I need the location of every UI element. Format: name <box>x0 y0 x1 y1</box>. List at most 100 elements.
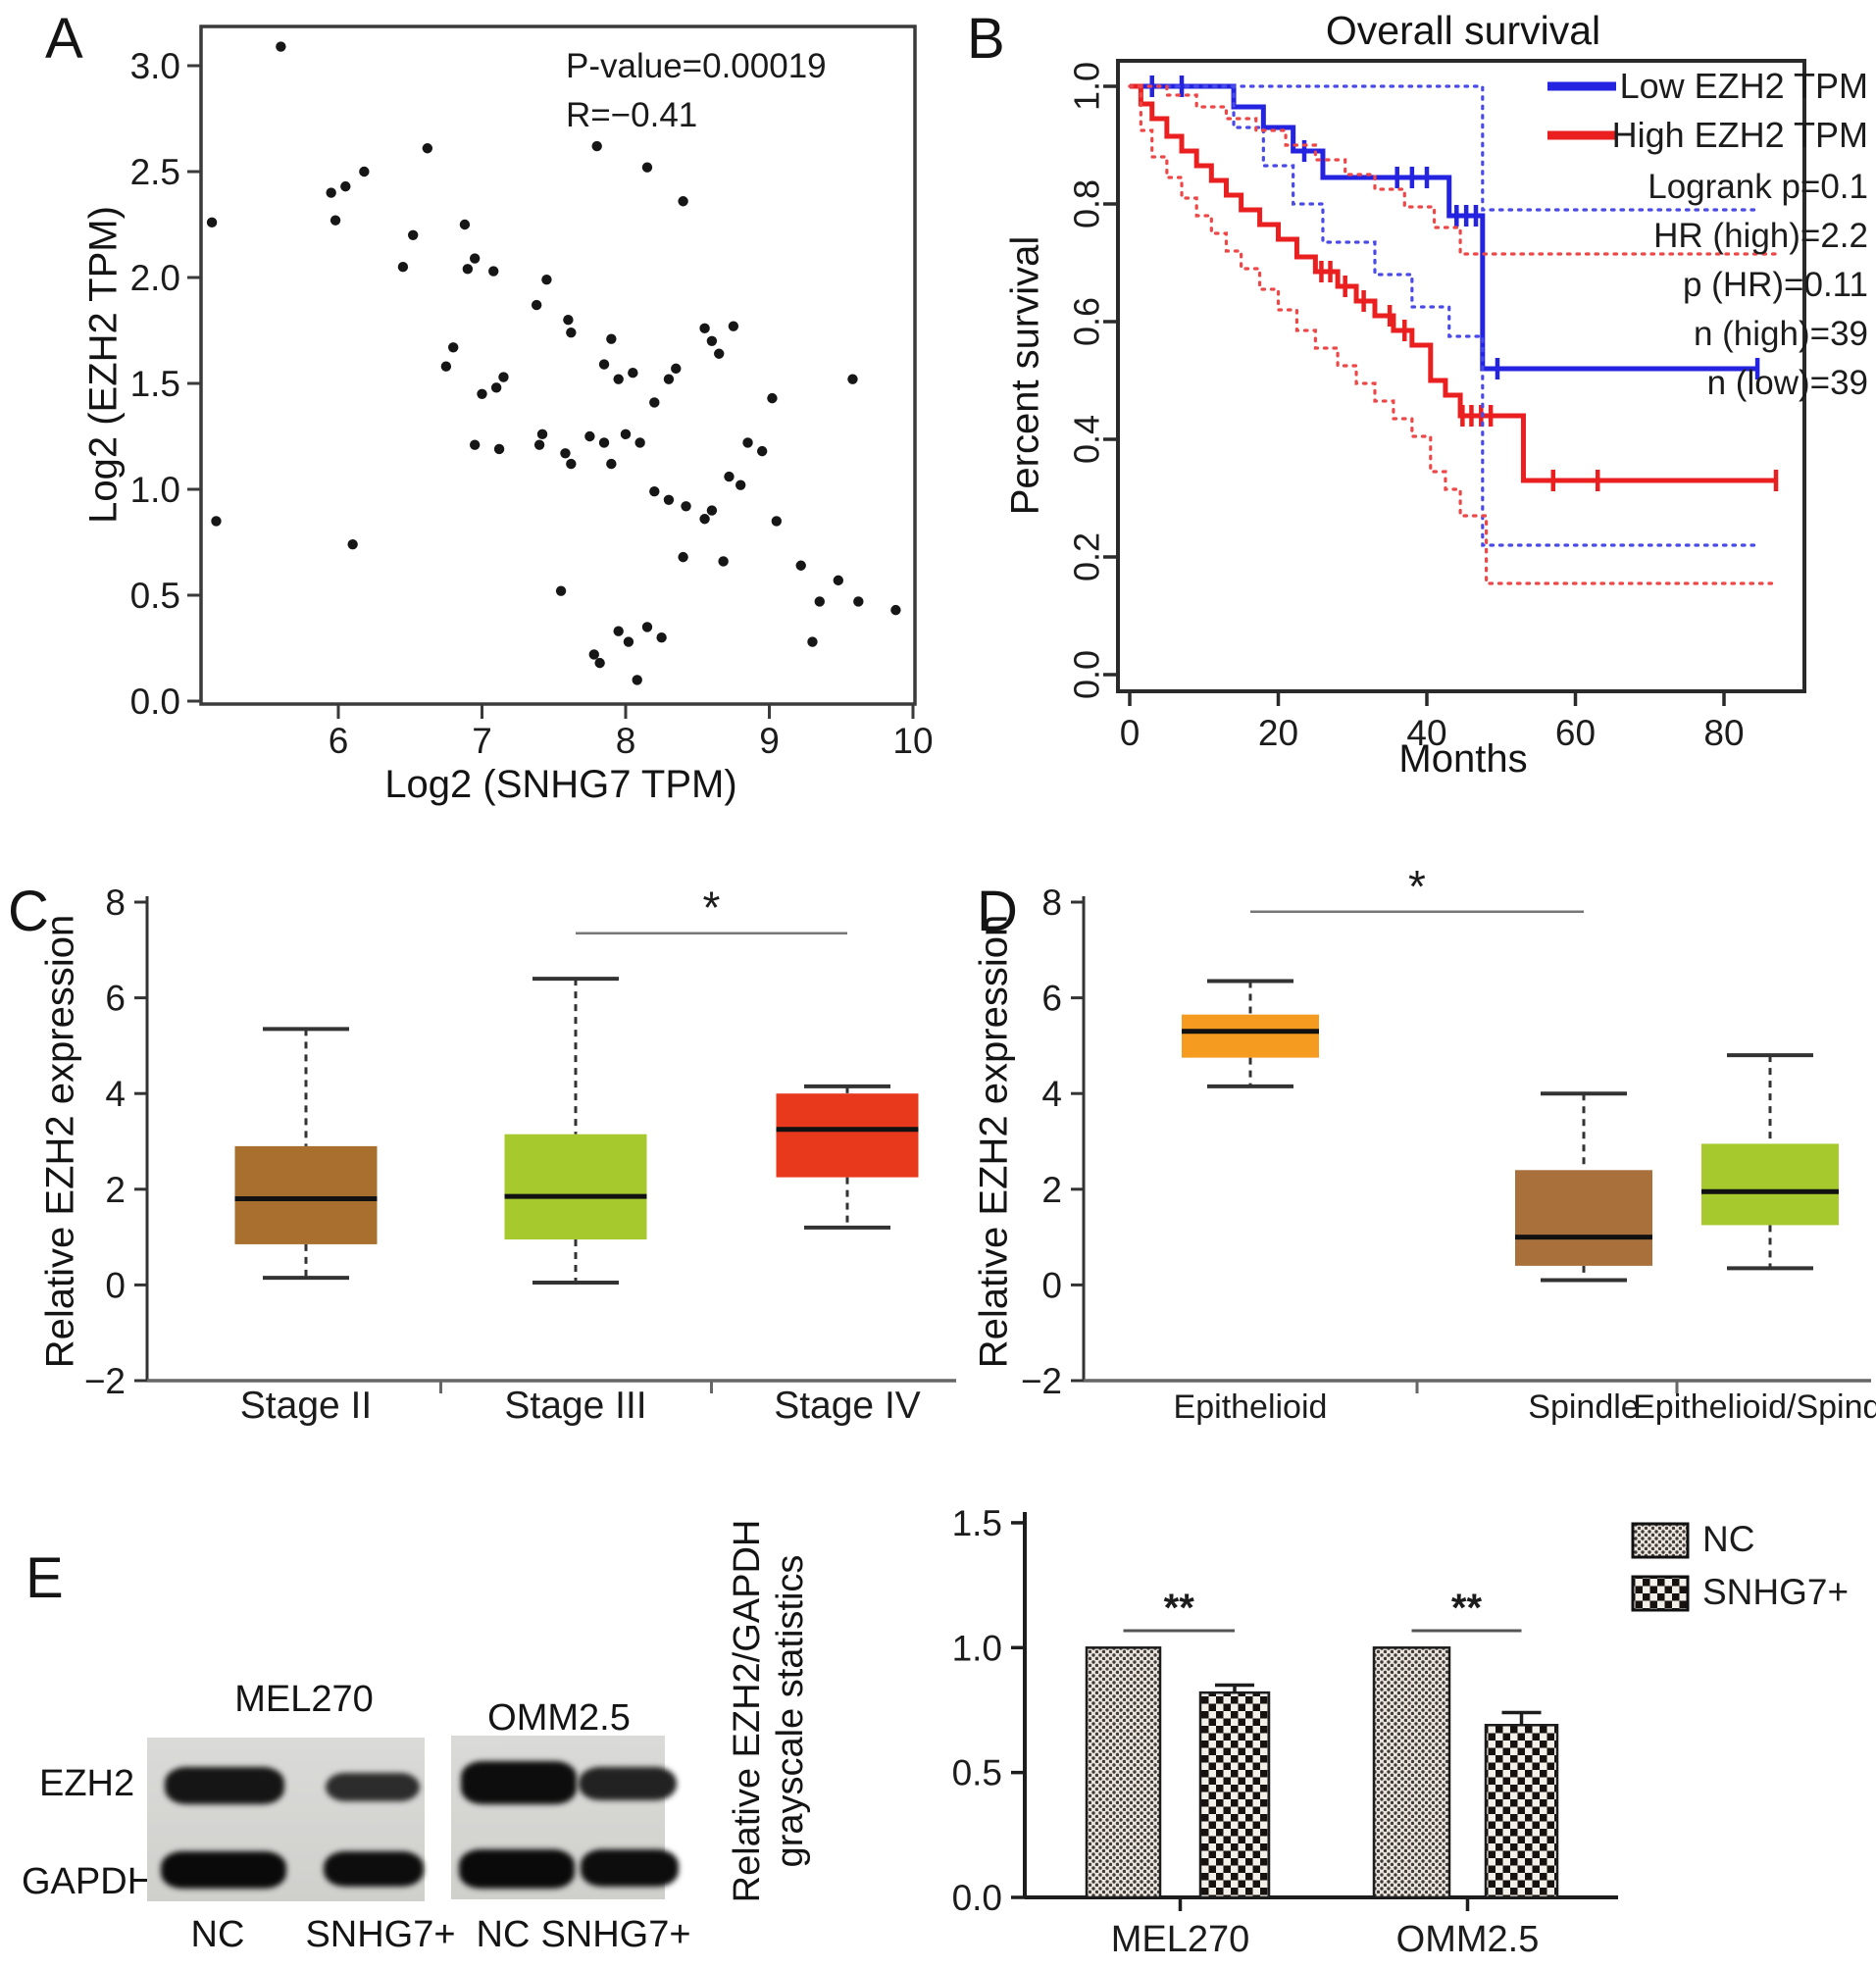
blot-lane-snhg7-1: SNHG7+ <box>305 1914 456 1955</box>
svg-text:*: * <box>1408 861 1426 912</box>
svg-text:0.2: 0.2 <box>1067 532 1107 581</box>
panel-c-label: C <box>8 880 49 943</box>
grayscale-bar-chart: 0.0 0.5 1.0 1.5 MEL270 OMM2.5 ** ** NC SNHG7+ <box>952 1503 1850 1960</box>
svg-text:8: 8 <box>1041 883 1062 923</box>
svg-text:Spindle: Spindle <box>1528 1388 1639 1426</box>
svg-text:Logrank p=0.1: Logrank p=0.1 <box>1648 168 1868 206</box>
svg-text:1.5: 1.5 <box>952 1503 1002 1543</box>
blot-lane-nc-2: NC <box>476 1914 531 1955</box>
svg-text:20: 20 <box>1258 713 1298 753</box>
survival-y-axis-title: Percent survival <box>1003 235 1047 516</box>
svg-text:8: 8 <box>616 721 636 761</box>
svg-text:OMM2.5: OMM2.5 <box>1396 1919 1540 1960</box>
svg-text:1.0: 1.0 <box>952 1628 1002 1668</box>
svg-text:1.0: 1.0 <box>1067 62 1107 111</box>
svg-text:0.0: 0.0 <box>952 1878 1002 1918</box>
svg-text:0.0: 0.0 <box>1067 650 1107 699</box>
svg-text:80: 80 <box>1703 713 1744 753</box>
svg-text:0.4: 0.4 <box>1067 415 1107 464</box>
boxplot-d-y-axis-title: Relative EZH2 expression <box>972 914 1016 1369</box>
svg-text:0: 0 <box>105 1265 126 1305</box>
svg-text:10: 10 <box>892 721 933 761</box>
svg-text:3.0: 3.0 <box>130 46 180 86</box>
blot-row-ezh2: EZH2 <box>39 1763 135 1804</box>
western-blot-mel270 <box>147 1738 425 1901</box>
scatter-x-axis-title: Log2 (SNHG7 TPM) <box>384 763 737 806</box>
panel-a-label: A <box>45 7 83 71</box>
bar-y-axis-title-line2: grayscale statistics <box>770 1554 811 1868</box>
svg-text:Epithelioid: Epithelioid <box>1174 1388 1328 1426</box>
scatter-r-annotation: R=−0.41 <box>566 96 698 134</box>
survival-title: Overall survival <box>1325 8 1601 53</box>
wb-band-gapdh-nc <box>459 1849 575 1889</box>
svg-text:**: ** <box>1164 1587 1195 1630</box>
svg-text:**: ** <box>1451 1587 1483 1630</box>
svg-text:2.0: 2.0 <box>130 258 180 298</box>
svg-text:2.5: 2.5 <box>130 152 180 192</box>
scatter-plot-snhg7-ezh2: 6 7 8 9 10 0.0 0.5 1.0 1.5 2.0 2.5 3.0 <box>130 25 934 761</box>
western-blot-omm25 <box>451 1736 679 1899</box>
svg-text:4: 4 <box>105 1074 126 1114</box>
blot-lane-snhg7-2: SNHG7+ <box>540 1914 691 1955</box>
svg-text:n (high)=39: n (high)=39 <box>1694 315 1868 353</box>
svg-text:Stage III: Stage III <box>504 1385 646 1427</box>
svg-text:Low EZH2 TPM: Low EZH2 TPM <box>1620 66 1868 106</box>
svg-text:NC: NC <box>1702 1519 1754 1559</box>
scatter-y-axis-title: Log2 (EZH2 TPM) <box>81 206 126 524</box>
bar-y-axis-title-line1: Relative EZH2/GAPDH <box>727 1519 768 1903</box>
svg-text:HR (high)=2.2: HR (high)=2.2 <box>1653 217 1868 255</box>
scatter-pvalue-annotation: P-value=0.00019 <box>566 47 827 85</box>
blot-cellline-omm25: OMM2.5 <box>487 1697 631 1739</box>
wb-band-ezh2-nc <box>461 1761 577 1804</box>
svg-text:MEL270: MEL270 <box>1111 1919 1250 1960</box>
svg-text:40: 40 <box>1406 713 1446 753</box>
svg-text:9: 9 <box>759 721 780 761</box>
svg-text:0: 0 <box>1120 713 1141 753</box>
svg-text:Stage IV: Stage IV <box>774 1385 921 1427</box>
svg-text:6: 6 <box>329 721 349 761</box>
svg-text:2: 2 <box>105 1170 126 1210</box>
wb-band-ezh2-snhg7 <box>326 1773 420 1801</box>
wb-band-gapdh-nc <box>161 1851 286 1889</box>
svg-text:0.6: 0.6 <box>1067 297 1107 346</box>
panel-b-label: B <box>967 7 1005 71</box>
blot-cellline-mel270: MEL270 <box>234 1679 374 1720</box>
blot-lane-nc-1: NC <box>190 1914 245 1955</box>
svg-text:−2: −2 <box>84 1361 126 1401</box>
svg-text:0.5: 0.5 <box>952 1753 1002 1793</box>
survival-plot: 0 20 40 60 80 0.0 0.2 0.4 0.6 0.8 1.0 Low EZH2 TPM H… <box>1067 59 1868 753</box>
wb-band-gapdh-snhg7 <box>581 1849 679 1887</box>
svg-text:0.0: 0.0 <box>130 681 180 722</box>
svg-text:1.0: 1.0 <box>130 470 180 510</box>
wb-band-gapdh-snhg7 <box>324 1851 424 1887</box>
survival-x-axis-title: Months <box>1398 737 1528 781</box>
blot-row-gapdh: GAPDH <box>22 1861 155 1902</box>
svg-text:0: 0 <box>1041 1265 1062 1305</box>
wb-band-ezh2-snhg7 <box>579 1767 677 1800</box>
svg-text:7: 7 <box>472 721 492 761</box>
svg-text:p (HR)=0.11: p (HR)=0.11 <box>1683 266 1868 304</box>
boxplot-histology: 8 6 4 2 0 −2 Epithelioid SpindleEpithelioid/Spi… <box>1021 861 1876 1426</box>
svg-text:Epithelioid/Spindle: Epithelioid/Spindle <box>1633 1388 1876 1426</box>
boxplot-c-y-axis-title: Relative EZH2 expression <box>38 914 82 1369</box>
wb-band-ezh2-nc <box>165 1767 284 1804</box>
svg-text:*: * <box>703 883 721 934</box>
svg-text:1.5: 1.5 <box>130 364 180 404</box>
svg-text:6: 6 <box>1041 979 1062 1019</box>
panel-e-label: E <box>25 1546 64 1610</box>
boxplot-stages: 8 6 4 2 0 −2 Stage II Stage III Stage IV * <box>84 883 956 1427</box>
svg-text:−2: −2 <box>1021 1361 1062 1401</box>
svg-text:n (low)=39: n (low)=39 <box>1707 364 1868 402</box>
svg-text:2: 2 <box>1041 1170 1062 1210</box>
svg-text:0.5: 0.5 <box>130 576 180 616</box>
svg-text:SNHG7+: SNHG7+ <box>1702 1572 1849 1612</box>
svg-text:High EZH2 TPM: High EZH2 TPM <box>1612 115 1868 155</box>
svg-text:6: 6 <box>105 979 126 1019</box>
svg-text:Stage II: Stage II <box>240 1385 372 1427</box>
svg-text:60: 60 <box>1555 713 1596 753</box>
svg-text:0.8: 0.8 <box>1067 179 1107 228</box>
panel-d-label: D <box>977 880 1018 943</box>
svg-text:8: 8 <box>105 883 126 923</box>
bar-y-axis-title: Relative EZH2/GAPDH grayscale statistics <box>726 1520 812 1903</box>
